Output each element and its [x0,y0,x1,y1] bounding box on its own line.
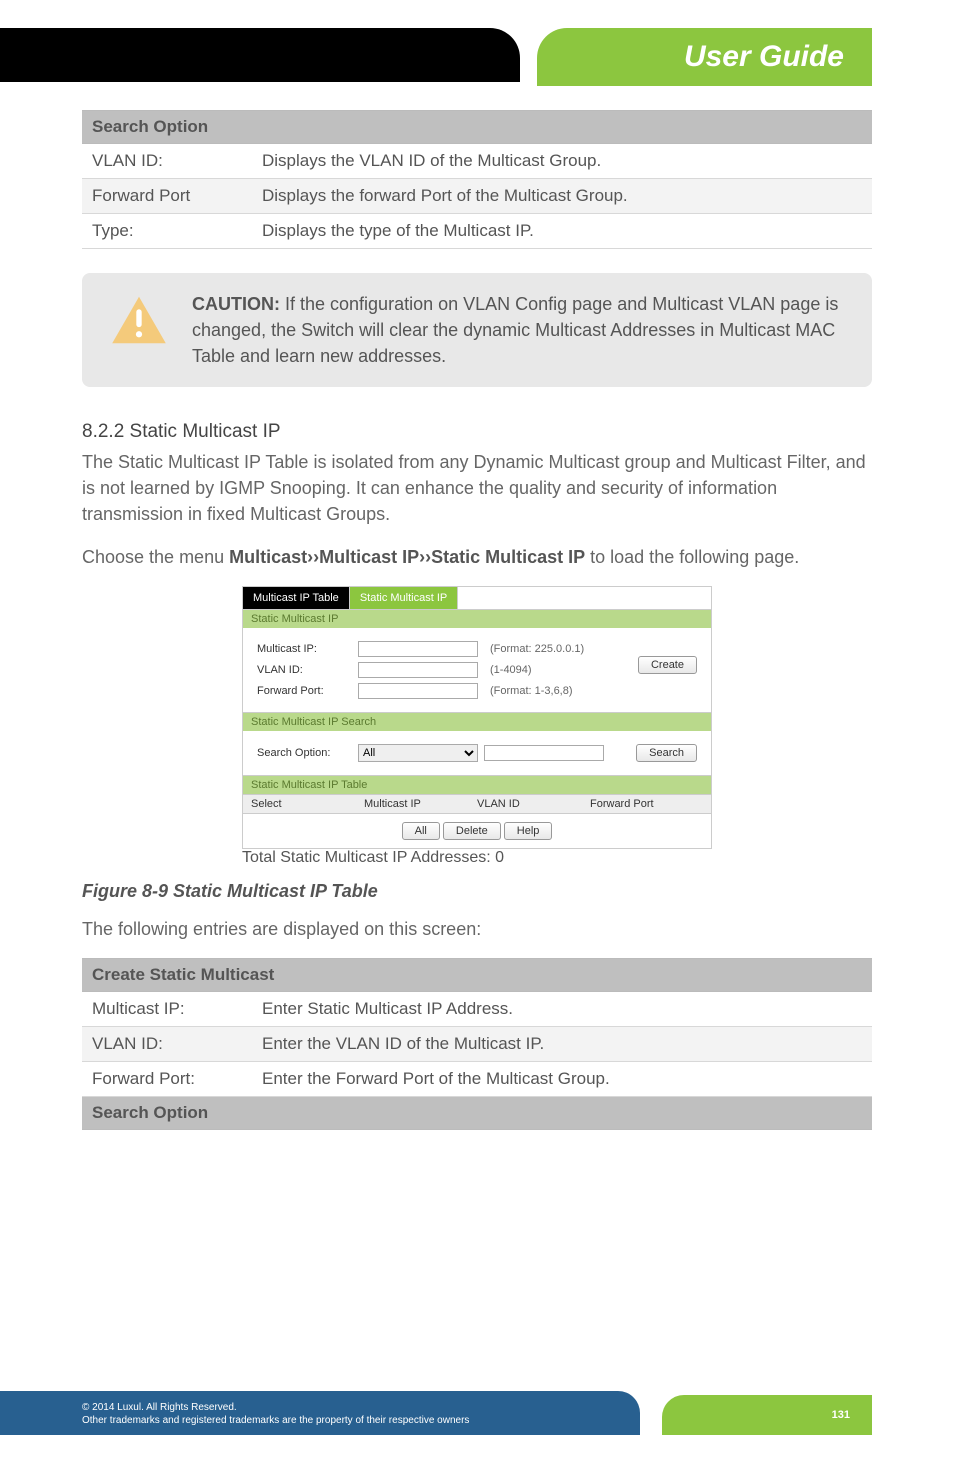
row-key: Forward Port [82,179,252,214]
search-button[interactable]: Search [636,744,697,762]
screenshot-panel: Multicast IP Table Static Multicast IP S… [242,586,712,849]
section-p2: Choose the menu Multicast››Multicast IP›… [82,544,872,570]
search-option-table: Search Option VLAN ID: Displays the VLAN… [82,110,872,249]
caution-box: CAUTION: If the configuration on VLAN Co… [82,273,872,387]
help-button[interactable]: Help [504,822,553,840]
band-static-multicast-ip: Static Multicast IP [243,609,711,628]
entries-intro: The following entries are displayed on t… [82,916,872,942]
hint-forward-port: (Format: 1-3,6,8) [490,685,573,697]
col-forward-port: Forward Port [590,798,703,810]
page-footer: © 2014 Luxul. All Rights Reserved. Other… [0,1375,954,1435]
figure-caption: Figure 8-9 Static Multicast IP Table [82,881,872,902]
select-search-option[interactable]: All [358,744,478,762]
col-select: Select [251,798,364,810]
search-option-header: Search Option [82,111,872,144]
row-val: Displays the VLAN ID of the Multicast Gr… [252,144,872,179]
input-forward-port[interactable] [358,683,478,699]
all-button[interactable]: All [402,822,440,840]
tab-static-multicast-ip[interactable]: Static Multicast IP [350,587,458,609]
input-multicast-ip[interactable] [358,641,478,657]
page-header: User Guide [0,0,954,70]
header-title: User Guide [684,40,844,74]
header-green-bar: User Guide [537,28,872,86]
row-val: Displays the forward Port of the Multica… [252,179,872,214]
input-search-value[interactable] [484,745,604,761]
create-table-header: Create Static Multicast [82,958,872,991]
col-multicast-ip: Multicast IP [364,798,477,810]
label-search-option: Search Option: [257,747,352,759]
hint-multicast-ip: (Format: 225.0.0.1) [490,643,584,655]
input-vlan-id[interactable] [358,662,478,678]
hint-vlan-id: (1-4094) [490,664,532,676]
tab-multicast-ip-table[interactable]: Multicast IP Table [243,587,350,609]
col-vlan-id: VLAN ID [477,798,590,810]
footer-page-badge: 131 [662,1395,872,1435]
tabs: Multicast IP Table Static Multicast IP [243,587,711,609]
footer-left: © 2014 Luxul. All Rights Reserved. Other… [0,1391,640,1435]
section-p1: The Static Multicast IP Table is isolate… [82,449,872,527]
page-number: 131 [832,1409,850,1421]
label-vlan-id: VLAN ID: [257,664,352,676]
p2-pre: Choose the menu [82,547,229,567]
caution-text: If the configuration on VLAN Config page… [192,294,838,366]
row-val: Enter the Forward Port of the Multicast … [252,1061,872,1096]
create-table-footer: Search Option [82,1096,872,1129]
header-black-bar [0,28,520,82]
section-title: 8.2.2 Static Multicast IP [82,421,872,443]
row-key: Forward Port: [82,1061,252,1096]
button-row: All Delete Help [243,814,711,848]
create-button[interactable]: Create [638,656,697,674]
delete-button[interactable]: Delete [443,822,501,840]
row-key: Type: [82,214,252,249]
shot-footnote: Total Static Multicast IP Addresses: 0 [242,849,712,867]
p2-bold: Multicast››Multicast IP››Static Multicas… [229,547,585,567]
row-key: VLAN ID: [82,1026,252,1061]
row-val: Enter the VLAN ID of the Multicast IP. [252,1026,872,1061]
footer-line1: © 2014 Luxul. All Rights Reserved. [82,1401,600,1414]
create-static-multicast-table: Create Static Multicast Multicast IP: En… [82,958,872,1130]
row-key: Multicast IP: [82,991,252,1026]
row-val: Displays the type of the Multicast IP. [252,214,872,249]
row-key: VLAN ID: [82,144,252,179]
band-table: Static Multicast IP Table [243,775,711,794]
label-forward-port: Forward Port: [257,685,352,697]
row-val: Enter Static Multicast IP Address. [252,991,872,1026]
table-header-row: Select Multicast IP VLAN ID Forward Port [243,794,711,814]
warning-icon [110,295,168,345]
p2-post: to load the following page. [585,547,799,567]
footer-line2: Other trademarks and registered trademar… [82,1414,600,1427]
caution-label: CAUTION: [192,294,280,314]
label-multicast-ip: Multicast IP: [257,643,352,655]
band-search: Static Multicast IP Search [243,712,711,731]
